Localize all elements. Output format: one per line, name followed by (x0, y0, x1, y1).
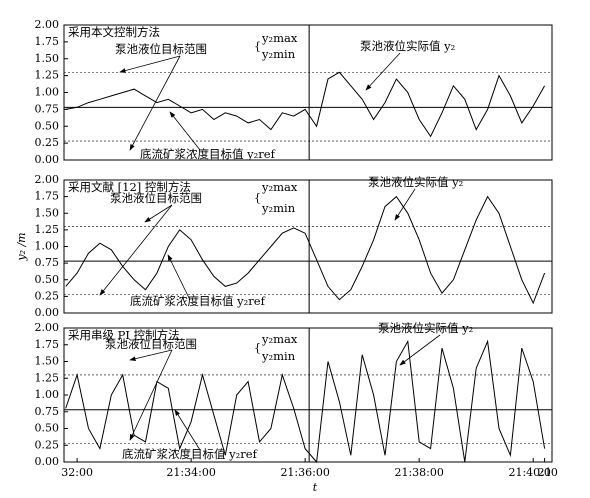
y-tick-label: 0.75 (35, 102, 60, 115)
annotation: 泵池液位目标范围 (110, 191, 202, 205)
y-tick-label: 0.75 (35, 405, 60, 418)
y-tick-label: 0.25 (35, 438, 60, 451)
arrow (144, 204, 173, 223)
y-tick-label: 0.50 (35, 119, 60, 132)
y-tick-label: 1.75 (35, 35, 60, 48)
y-tick-label: 0.00 (35, 455, 60, 468)
arrow (399, 334, 441, 366)
arrow (169, 111, 201, 151)
annotation: 泵池液位实际值 y₂ (368, 175, 463, 189)
arrow (167, 254, 191, 301)
arrow (365, 52, 401, 91)
x-tick-label: 21:38:00 (394, 466, 443, 479)
y-tick-label: 1.25 (35, 371, 60, 384)
y-tick-label: 1.50 (35, 206, 60, 219)
x-tick-label: 21:36:00 (280, 466, 329, 479)
annotation: y₂min (261, 349, 296, 363)
arrow (174, 409, 201, 451)
annotation: y₂max (261, 332, 298, 346)
arrow (119, 55, 181, 73)
annotation: 泵池液位实际值 y₂ (378, 321, 473, 335)
annotation: 泵池液位目标范围 (105, 337, 197, 351)
y-tick-label: 2.00 (35, 173, 60, 186)
annotation: y₂max (261, 180, 298, 194)
arrow (129, 349, 173, 441)
y-tick-label: 1.50 (35, 355, 60, 368)
data-line (65, 339, 546, 464)
y-tick-label: 2.00 (35, 321, 60, 334)
brace: { (254, 40, 261, 53)
y-tick-label: 0.25 (35, 289, 60, 302)
panel-title: 采用本文控制方法 (68, 25, 160, 39)
y-axis-label: y₂ /m (15, 232, 28, 261)
y-tick-label: 0.50 (35, 422, 60, 435)
panel-title: 采用文献 [12] 控制方法 (68, 180, 191, 194)
y-tick-label: 0.00 (35, 153, 60, 166)
annotation: y₂min (261, 47, 296, 61)
data-line (65, 195, 546, 305)
y-tick-label: 0.25 (35, 136, 60, 149)
annotation: 底流矿浆浓度目标值 y₂ref (122, 447, 258, 461)
panel-title: 采用串级 PI 控制方法 (68, 328, 180, 342)
x-tick-label: 21:34:00 (166, 466, 215, 479)
x-tick-label: 32:00 (61, 466, 93, 479)
arrow (129, 55, 181, 151)
y-tick-label: 1.25 (35, 69, 60, 82)
annotation: 底流矿浆浓度目标值 y₂ref (140, 147, 276, 161)
x-tick-label: 21 (538, 466, 552, 479)
arrow (129, 349, 173, 362)
y-tick-label: 0.50 (35, 273, 60, 286)
y-tick-label: 0.00 (35, 306, 60, 319)
y-tick-label: 1.00 (35, 388, 60, 401)
arrow (394, 188, 416, 221)
y-tick-label: 1.00 (35, 86, 60, 99)
y-tick-label: 1.00 (35, 240, 60, 253)
annotation: y₂max (261, 31, 298, 45)
y-tick-label: 1.25 (35, 223, 60, 236)
annotation: 泵池液位实际值 y₂ (360, 39, 455, 53)
annotation: y₂min (261, 201, 296, 215)
y-tick-label: 1.75 (35, 338, 60, 351)
y-tick-label: 1.75 (35, 190, 60, 203)
data-line (65, 71, 546, 138)
x-axis-label: t (313, 481, 318, 494)
brace: { (254, 342, 261, 355)
x-tick-label: 21:40:00 (508, 466, 557, 479)
arrow (99, 204, 173, 296)
y-tick-label: 0.75 (35, 256, 60, 269)
brace: { (254, 192, 261, 205)
annotation: 泵池液位目标范围 (115, 42, 207, 56)
y-tick-label: 2.00 (35, 18, 60, 31)
annotation: 底流矿浆浓度目标值 y₂ref (130, 294, 266, 308)
y-tick-label: 1.50 (35, 52, 60, 65)
